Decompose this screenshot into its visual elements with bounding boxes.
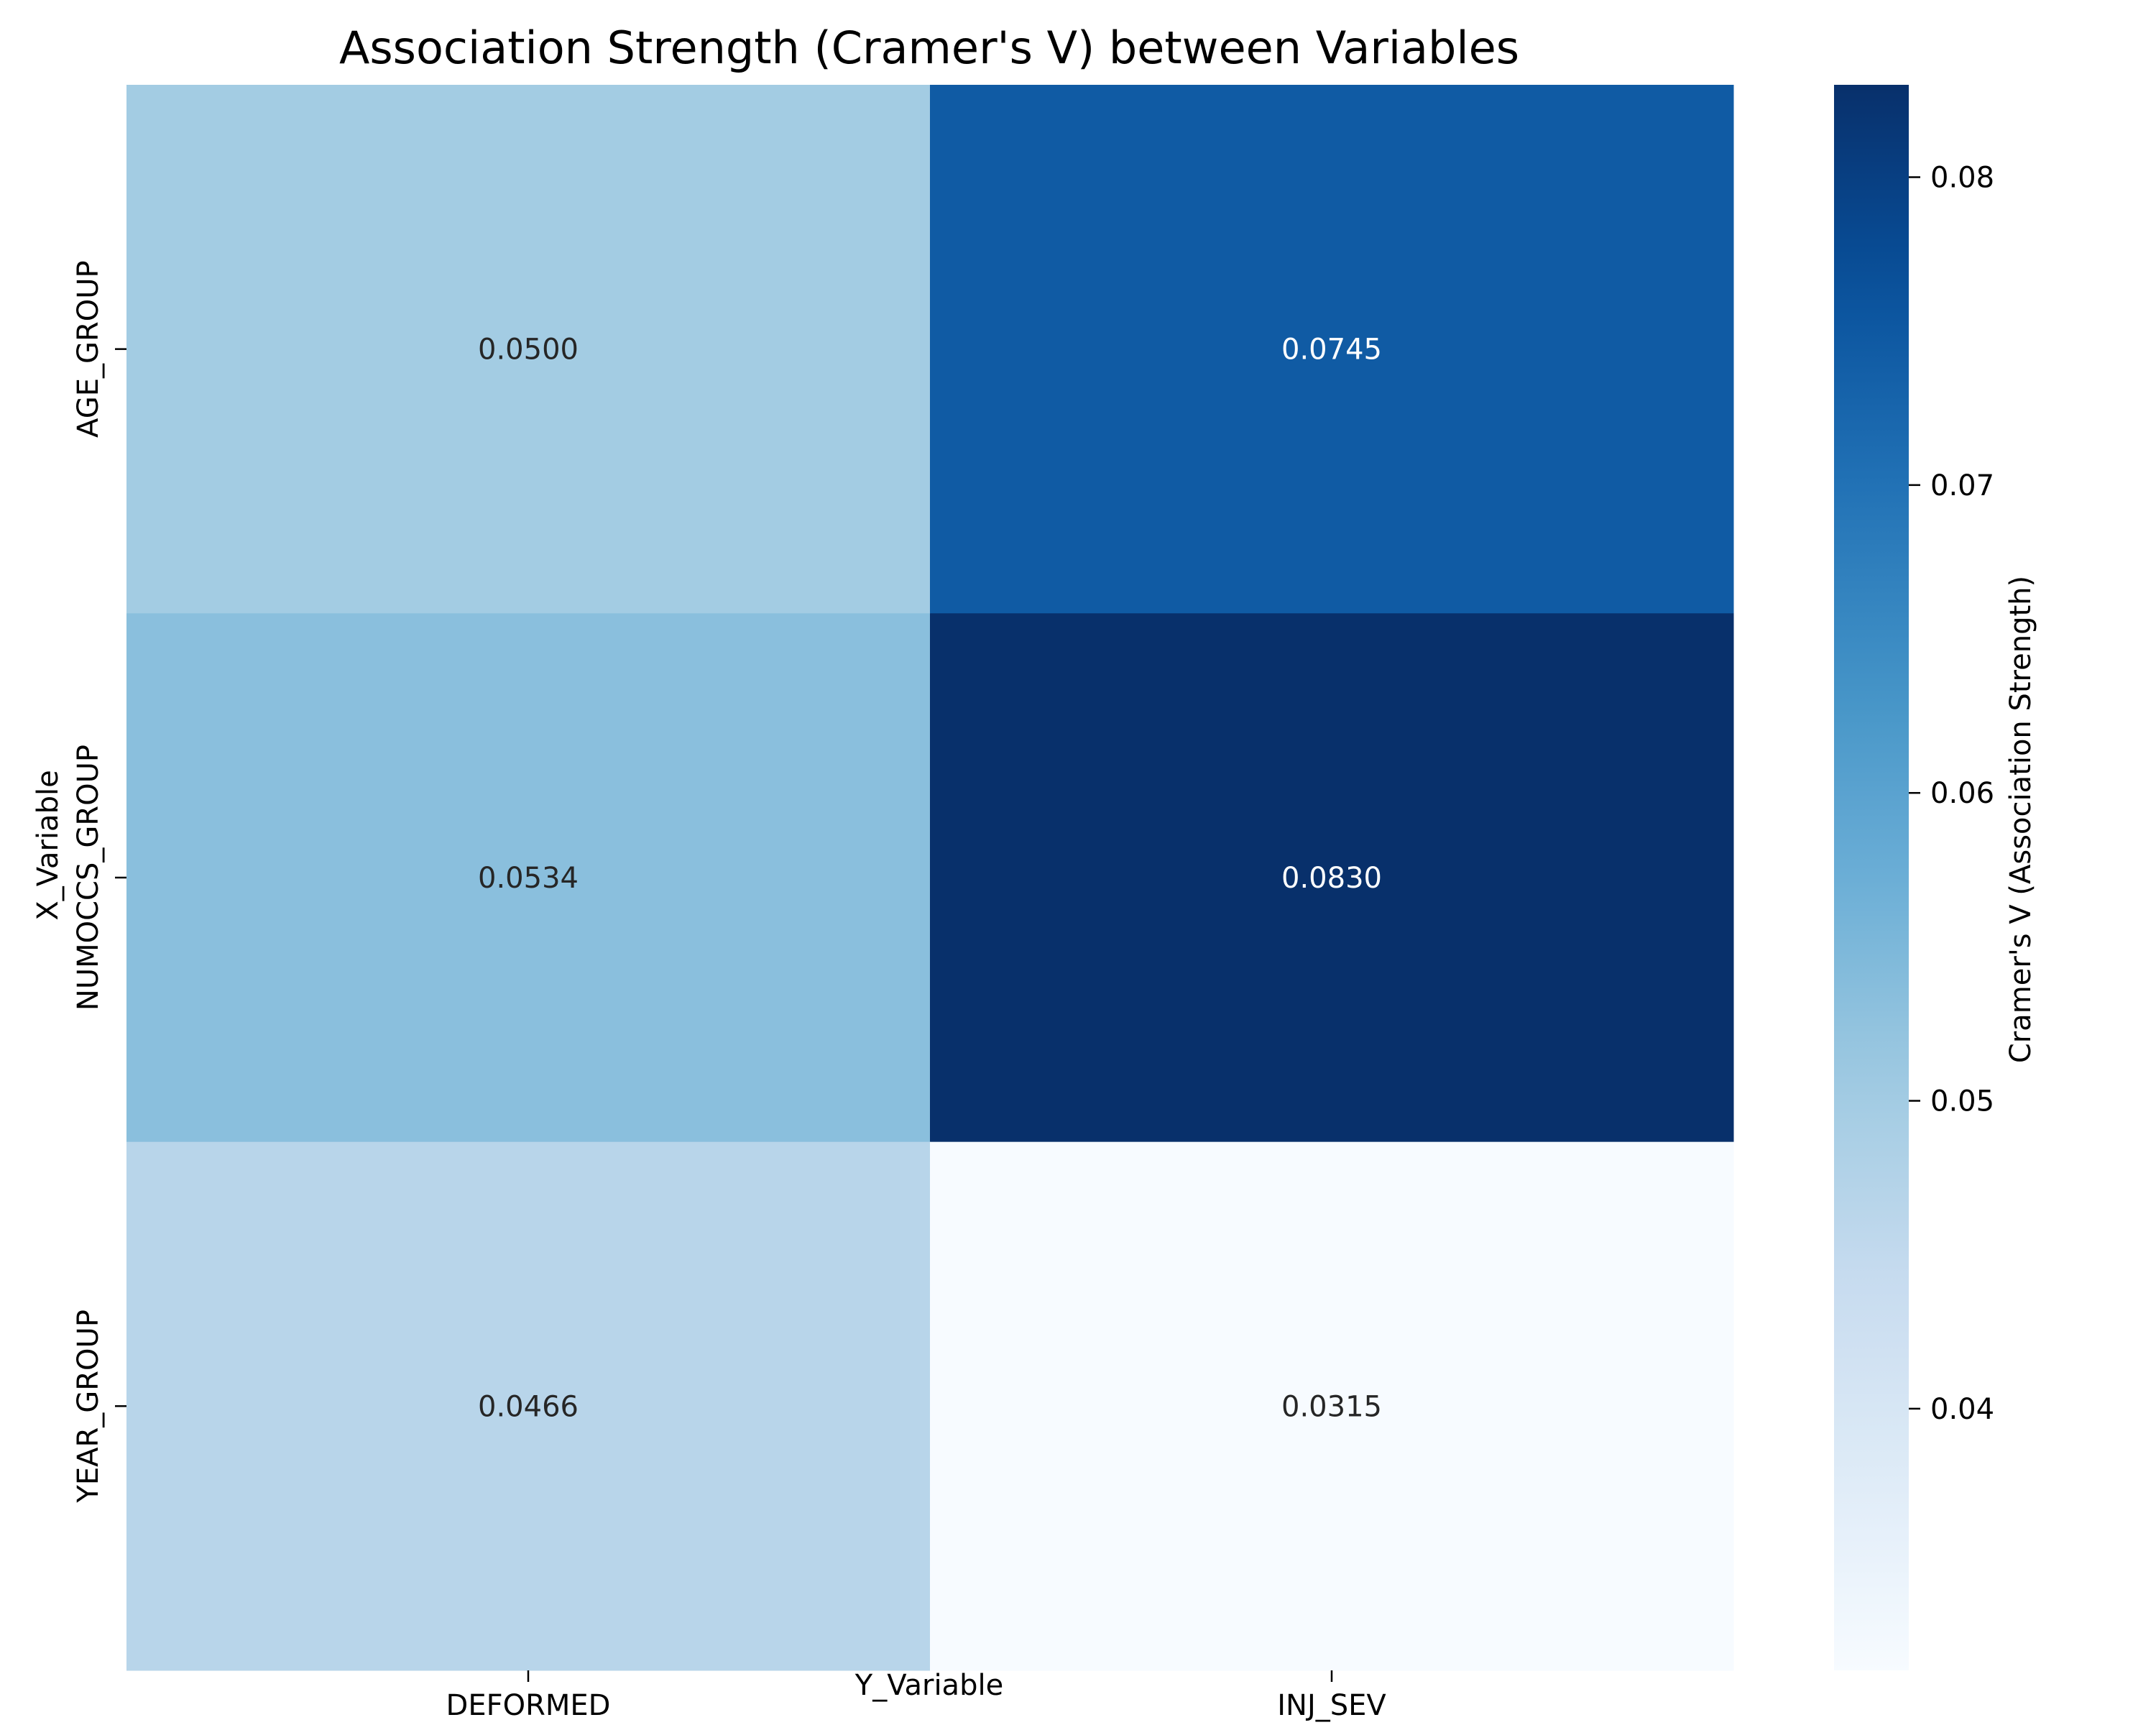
colorbar-tick-label: 0.08 xyxy=(1930,162,1994,195)
y-tick-label: YEAR_GROUP xyxy=(72,1310,105,1504)
heatmap-cell xyxy=(126,1141,931,1671)
y-tick-label: NUMOCCS_GROUP xyxy=(72,745,105,1011)
heatmap-cell xyxy=(126,85,931,614)
cell-value-label: 0.0745 xyxy=(1281,334,1382,367)
heatmap-cell xyxy=(126,613,931,1143)
heatmap-cell xyxy=(930,1141,1734,1671)
y-tick-label: AGE_GROUP xyxy=(72,260,105,438)
chart-title: Association Strength (Cramer's V) betwee… xyxy=(339,22,1519,74)
x-tick-label: INJ_SEV xyxy=(1277,1689,1386,1722)
x-tick-label: DEFORMED xyxy=(446,1689,611,1722)
cell-value-label: 0.0830 xyxy=(1281,862,1382,895)
cell-value-label: 0.0500 xyxy=(478,334,579,367)
cell-value-label: 0.0315 xyxy=(1281,1390,1382,1423)
colorbar-label: Cramer's V (Association Strength) xyxy=(2004,576,2037,1063)
cell-value-label: 0.0466 xyxy=(478,1390,579,1423)
colorbar-tick-label: 0.07 xyxy=(1930,469,1994,502)
y-axis: AGE_GROUP NUMOCCS_GROUP YEAR_GROUP xyxy=(72,260,126,1504)
colorbar-tick-label: 0.04 xyxy=(1930,1393,1994,1426)
heatmap-cells: 0.0500 0.0745 0.0534 0.0830 0.0466 0.0315 xyxy=(126,85,1734,1671)
colorbar-tick-label: 0.05 xyxy=(1930,1085,1994,1118)
colorbar: 0.04 0.05 0.06 0.07 0.08 xyxy=(1834,85,1994,1670)
x-axis: DEFORMED INJ_SEV xyxy=(446,1670,1386,1722)
x-axis-label: Y_Variable xyxy=(854,1669,1003,1702)
cell-value-label: 0.0534 xyxy=(478,862,579,895)
colorbar-gradient xyxy=(1834,85,1909,1670)
heatmap-cell xyxy=(930,85,1734,614)
heatmap-cell xyxy=(930,613,1734,1143)
y-axis-label: X_Variable xyxy=(32,770,65,920)
colorbar-tick-label: 0.06 xyxy=(1930,777,1994,810)
